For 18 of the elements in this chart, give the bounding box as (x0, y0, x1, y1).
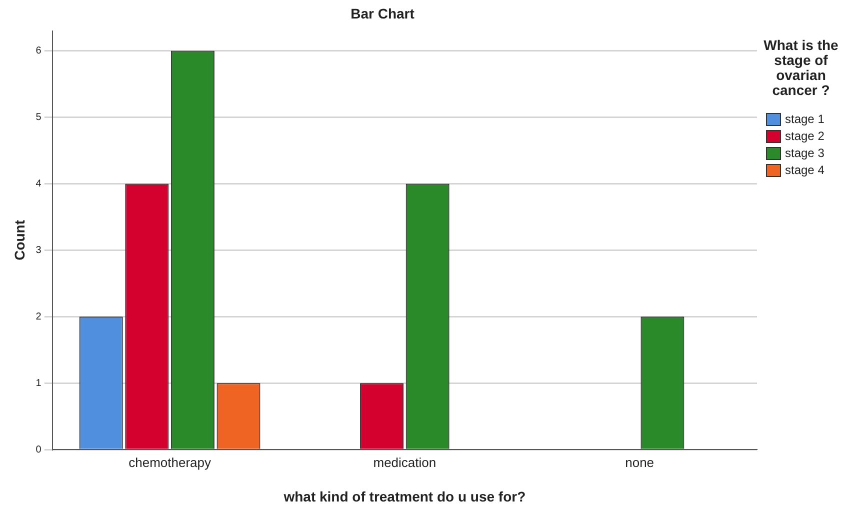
y-tick-label: 5 (36, 112, 42, 123)
y-tick-label: 4 (36, 178, 42, 190)
y-tick-label: 1 (36, 378, 42, 389)
x-tick-label: chemotherapy (128, 454, 212, 470)
x-tick-label: none (625, 454, 654, 470)
y-tick-label: 2 (36, 311, 42, 322)
legend-label: stage 2 (785, 129, 824, 143)
chart-title: Bar Chart (350, 5, 415, 22)
legend-label: stage 3 (785, 146, 824, 160)
legend-title: What is the stage of ovarian cancer ? (762, 37, 840, 98)
legend-label: stage 4 (785, 163, 824, 177)
y-tick-label: 6 (36, 45, 42, 56)
y-axis-title: Count (11, 220, 28, 260)
legend-label: stage 1 (785, 112, 824, 126)
y-tick-label: 0 (36, 444, 42, 456)
y-tick-label: 3 (36, 244, 42, 256)
x-axis-title: what kind of treatment do u use for? (282, 488, 526, 504)
x-tick-label: medication (373, 454, 436, 470)
